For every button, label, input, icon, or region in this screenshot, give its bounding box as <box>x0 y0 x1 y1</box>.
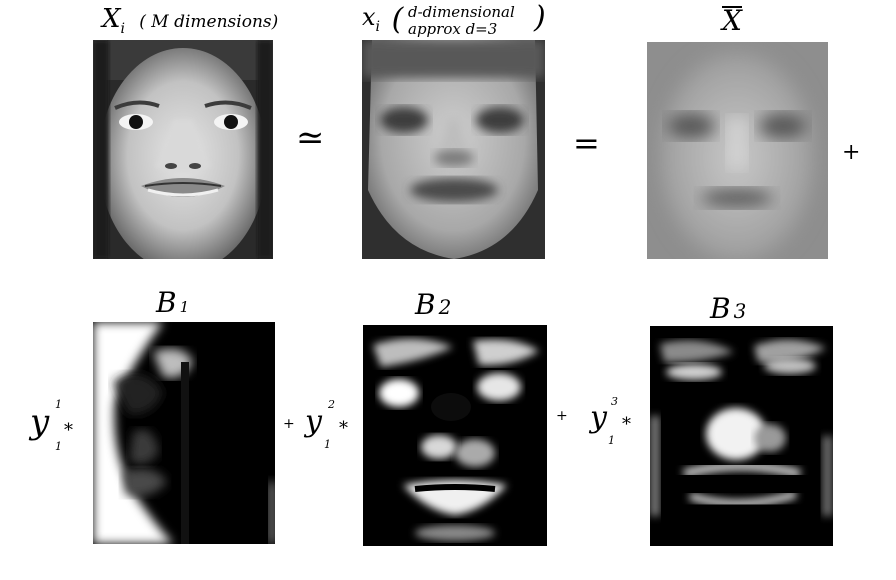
basis1-coef-main: y <box>30 402 50 442</box>
face3-title-main: X <box>722 4 742 37</box>
basis1-coefficient: y <box>30 402 49 442</box>
basis2-label-main: B <box>415 288 436 321</box>
face3-title: X <box>722 4 742 37</box>
basis2-times: * <box>339 418 348 439</box>
equals-operator: = <box>573 124 600 162</box>
face2-note-line2: approx d=3 <box>408 20 498 38</box>
basis1-coef-sub: 1 <box>55 440 62 453</box>
face1-title: Xi ( M dimensions) <box>102 4 278 37</box>
basis1-label-sub: 1 <box>179 298 190 316</box>
original-face-image <box>93 40 273 259</box>
basis2-coef-sub: 1 <box>324 438 331 451</box>
basis3-coef-sub: 1 <box>608 434 615 447</box>
eigenface-2-image <box>363 325 547 546</box>
plus-operator-bottom-2: + <box>556 408 568 424</box>
face1-title-main: X <box>102 4 121 34</box>
eigenface-3-image <box>650 326 833 546</box>
face2-title-sub: i <box>375 19 381 35</box>
face1-title-sub: i <box>120 21 125 37</box>
mean-face-image <box>647 42 828 259</box>
face2-paren-close: ) <box>534 0 546 35</box>
plus-operator-top: + <box>842 140 861 165</box>
basis2-coef-main: y <box>305 404 322 439</box>
basis2-coefficient: y <box>305 404 322 439</box>
basis2-coef-sup: 2 <box>328 398 335 411</box>
basis3-coefficient: y <box>590 400 607 435</box>
basis1-coef-sup: 1 <box>55 398 62 411</box>
face2-note-line1: d-dimensional <box>408 3 515 21</box>
basis3-coef-main: y <box>590 400 607 435</box>
basis1-label-main: B <box>156 286 177 319</box>
basis3-label-sub: 3 <box>733 299 747 323</box>
face2-title: xi ( <box>362 2 403 37</box>
reconstructed-face-image <box>362 40 545 259</box>
basis2-label-sub: 2 <box>438 295 452 319</box>
plus-operator-bottom-1: + <box>283 416 295 432</box>
eigenface-1-image <box>93 322 275 544</box>
face2-title-main: x <box>362 3 376 31</box>
face1-title-note: ( M dimensions) <box>139 12 279 32</box>
face2-paren-open: ( <box>391 2 404 37</box>
basis3-label-main: B <box>710 292 731 325</box>
approx-operator: ≃ <box>296 118 325 158</box>
basis3-times: * <box>622 414 631 435</box>
basis1-times: * <box>64 420 73 441</box>
basis3-coef-sup: 3 <box>611 395 618 408</box>
